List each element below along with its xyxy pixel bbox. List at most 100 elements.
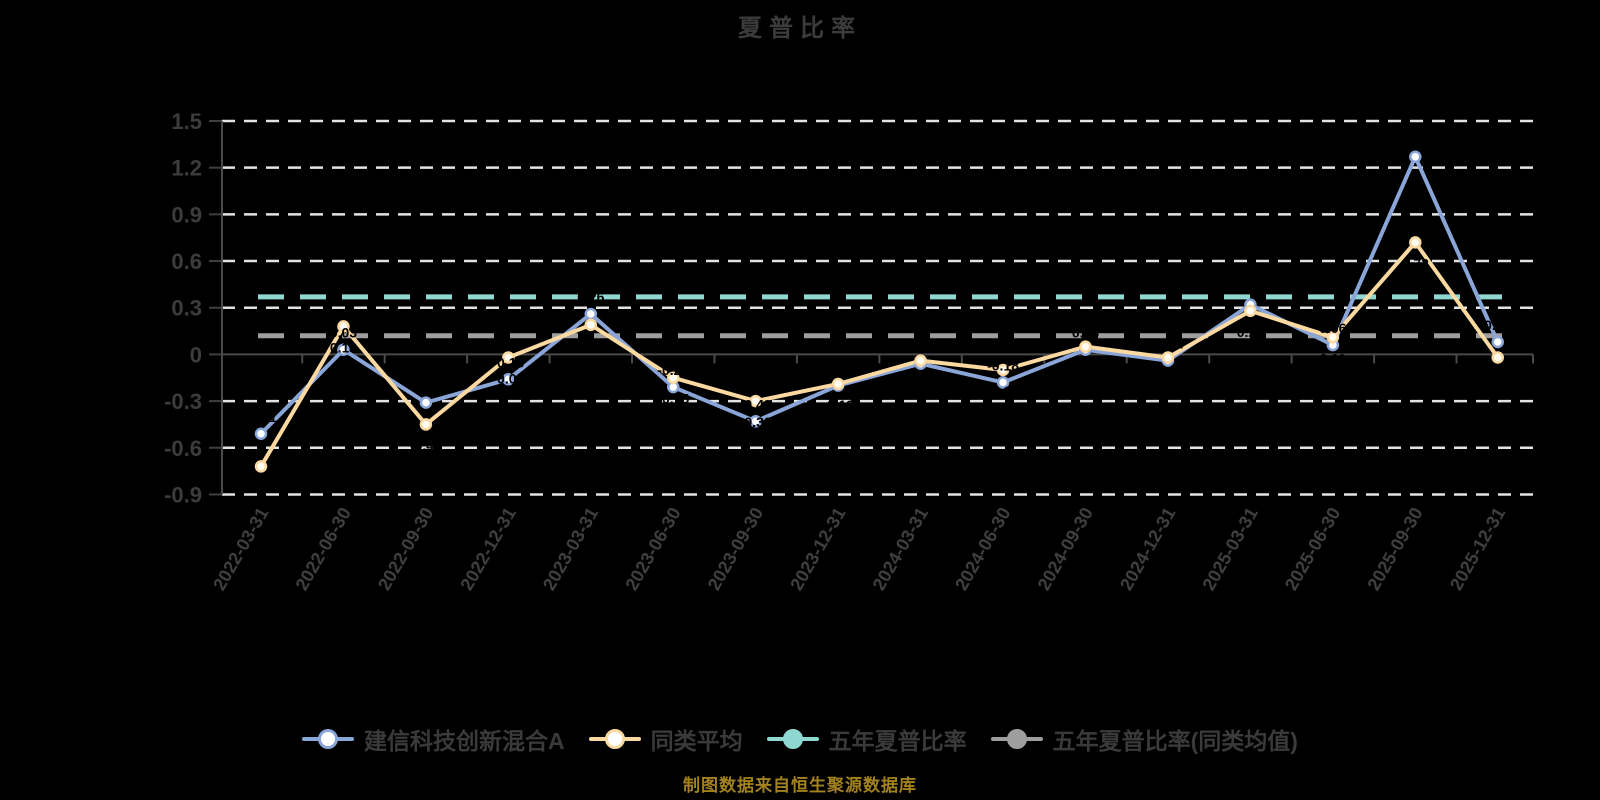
data-point-marker bbox=[1409, 150, 1422, 164]
y-axis-label: -0.9 bbox=[164, 482, 202, 507]
legend-label-5y-sharpe: 五年夏普比率 bbox=[828, 728, 967, 754]
legend: 建信科技创新混合A 同类平均 五年夏普比率 五年夏普比率(同类均值) bbox=[0, 722, 1600, 756]
x-axis-label: 2024-12-31 bbox=[1116, 504, 1179, 594]
legend-item-peer-average[interactable]: 同类平均 bbox=[588, 722, 743, 756]
x-axis-label: 2024-09-30 bbox=[1034, 504, 1097, 594]
y-axis-label: 0 bbox=[190, 342, 202, 367]
data-point-marker bbox=[667, 371, 680, 384]
data-point-label: 0.05 bbox=[1072, 360, 1099, 376]
x-axis-label: 2022-12-31 bbox=[456, 504, 519, 594]
series-line-1 bbox=[259, 240, 1500, 469]
data-point-label: 0.18 bbox=[330, 339, 357, 355]
data-point-label: -0.31 bbox=[410, 378, 442, 394]
data-point-label: -0.19 bbox=[822, 397, 854, 413]
data-point-label: 0.03 bbox=[1072, 325, 1099, 341]
data-point-marker bbox=[1409, 236, 1422, 249]
data-point-marker bbox=[1326, 331, 1340, 344]
data-point-marker bbox=[502, 373, 515, 386]
data-point-label: 0.08 bbox=[1484, 317, 1511, 333]
legend-label-peer-average: 同类平均 bbox=[650, 728, 743, 754]
x-axis-label: 2024-06-30 bbox=[951, 504, 1014, 594]
x-axis-label: 2025-12-31 bbox=[1446, 504, 1509, 594]
legend-marker-5y-sharpe-peer-mean-icon bbox=[990, 727, 1043, 751]
data-point-marker bbox=[254, 427, 268, 441]
data-point-label: -0.21 bbox=[657, 362, 689, 378]
data-point-label: 0.03 bbox=[330, 325, 357, 341]
data-point-label: 0.28 bbox=[1237, 324, 1264, 340]
data-point-label: 0.19 bbox=[577, 338, 604, 354]
data-point-label: 0.06 bbox=[1319, 320, 1346, 336]
data-point-marker bbox=[1491, 335, 1504, 349]
x-axis-label: 2022-03-31 bbox=[209, 504, 272, 594]
data-point-label: -0.18 bbox=[987, 357, 1019, 373]
legend-item-5y-sharpe-peer-mean[interactable]: 五年夏普比率(同类均值) bbox=[990, 722, 1298, 756]
x-axis-label: 2023-12-31 bbox=[786, 504, 849, 594]
data-point-marker bbox=[1244, 304, 1257, 318]
legend-marker-fund-icon bbox=[302, 727, 355, 751]
data-point-marker bbox=[1079, 340, 1092, 353]
chart-title: 夏普比率 bbox=[738, 15, 862, 42]
data-point-marker bbox=[749, 415, 762, 428]
data-point-marker bbox=[749, 394, 762, 408]
y-axis-label: 1.2 bbox=[171, 156, 202, 181]
y-axis-label: 1.5 bbox=[171, 109, 202, 134]
data-point-label: 0.26 bbox=[577, 289, 604, 305]
data-point-marker bbox=[502, 351, 515, 364]
data-point-label: -0.16 bbox=[492, 354, 524, 370]
data-point-label: -0.04 bbox=[1152, 336, 1184, 352]
data-point-marker bbox=[584, 307, 598, 321]
data-point-label: -0.15 bbox=[657, 391, 689, 407]
legend-marker-peer-average-icon bbox=[588, 727, 641, 751]
data-point-marker bbox=[419, 396, 433, 409]
x-axis-label: 2023-09-30 bbox=[704, 504, 767, 594]
data-point-label: -0.10 bbox=[987, 383, 1019, 399]
data-point-label: -0.72 bbox=[245, 479, 277, 495]
data-point-label: -0.02 bbox=[1482, 371, 1514, 387]
data-source-note: 制图数据来自恒生聚源数据库 bbox=[683, 776, 917, 795]
data-point-marker bbox=[584, 318, 598, 332]
y-axis-label: 0.6 bbox=[171, 249, 202, 274]
data-point-marker bbox=[996, 363, 1010, 377]
legend-marker-5y-sharpe-icon bbox=[766, 727, 819, 751]
data-point-label: -0.02 bbox=[1152, 371, 1184, 387]
data-point-marker bbox=[419, 418, 433, 431]
data-point-label: 1.27 bbox=[1402, 132, 1429, 148]
x-axis-label: 2023-03-31 bbox=[539, 504, 602, 594]
data-point-label: -0.06 bbox=[905, 339, 937, 355]
data-point-marker bbox=[337, 343, 350, 356]
x-axis-label: 2022-06-30 bbox=[292, 504, 355, 594]
data-point-marker bbox=[1491, 351, 1504, 364]
y-axis-label: -0.6 bbox=[164, 436, 202, 461]
data-point-label: -0.20 bbox=[822, 361, 854, 377]
data-point-label: 0.32 bbox=[1237, 280, 1264, 296]
data-point-label: 0.72 bbox=[1402, 255, 1429, 271]
data-point-label: -0.30 bbox=[740, 414, 772, 430]
data-point-label: 0.11 bbox=[1320, 350, 1347, 366]
data-point-marker bbox=[337, 320, 350, 333]
data-point-label: -0.45 bbox=[410, 437, 442, 453]
x-axis-label: 2024-03-31 bbox=[869, 504, 932, 594]
legend-label-fund: 建信科技创新混合A bbox=[364, 728, 565, 754]
data-point-marker bbox=[1161, 351, 1175, 364]
data-point-label: -0.02 bbox=[492, 371, 524, 387]
x-axis-label: 2025-09-30 bbox=[1363, 504, 1426, 594]
data-point-marker bbox=[914, 354, 927, 367]
data-point-marker bbox=[996, 376, 1010, 389]
data-point-label: -0.51 bbox=[245, 409, 277, 425]
legend-item-5y-sharpe[interactable]: 五年夏普比率 bbox=[766, 722, 967, 756]
x-axis-label: 2022-09-30 bbox=[374, 504, 437, 594]
legend-label-5y-sharpe-peer-mean: 五年夏普比率(同类均值) bbox=[1052, 728, 1298, 754]
y-axis-label: -0.3 bbox=[164, 389, 202, 414]
data-point-marker bbox=[254, 460, 268, 473]
data-point-label: -0.43 bbox=[740, 396, 772, 412]
data-point-label: -0.04 bbox=[905, 374, 937, 390]
y-axis-label: 0.9 bbox=[171, 202, 202, 227]
legend-item-fund[interactable]: 建信科技创新混合A bbox=[302, 722, 565, 756]
data-point-marker bbox=[831, 377, 845, 391]
x-axis-label: 2025-06-30 bbox=[1281, 504, 1344, 594]
x-axis-label: 2023-06-30 bbox=[621, 504, 684, 594]
y-axis-label: 0.3 bbox=[171, 296, 202, 321]
x-axis-label: 2025-03-31 bbox=[1199, 504, 1262, 594]
